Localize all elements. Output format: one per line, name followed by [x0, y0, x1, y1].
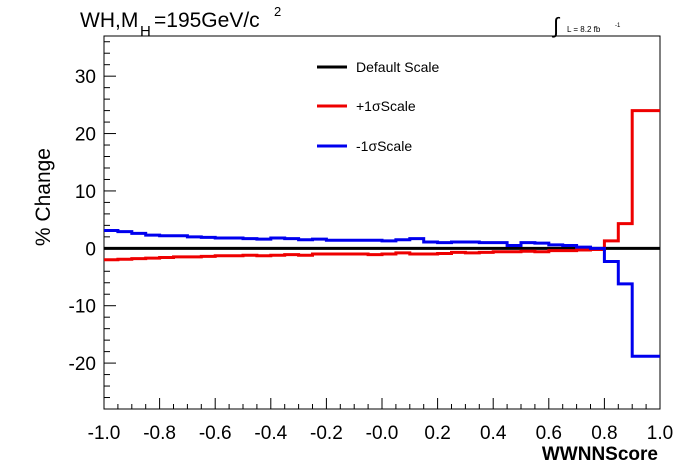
- series-layer: [104, 109, 660, 358]
- y-axis-title: % Change: [32, 148, 55, 246]
- x-tick-label: 0.2: [424, 423, 450, 444]
- x-tick-label: 1.0: [647, 423, 673, 444]
- x-tick-label: -1.0: [88, 423, 121, 444]
- title-value: =195GeV/c: [154, 9, 260, 32]
- series-line-1: [104, 109, 660, 262]
- x-tick-label: 0.8: [591, 423, 617, 444]
- plot-frame: [103, 35, 661, 410]
- series-line-2: [104, 229, 660, 358]
- y-tick-label: -10: [69, 297, 96, 318]
- x-axis: -1.0 -0.8 -0.6 -0.4 -0.2 -0.0 0.2 0.4 0.6 0.8 1.0: [88, 398, 673, 444]
- x-tick-label: 0.4: [480, 423, 507, 444]
- x-axis-title: WWNNScore: [542, 444, 658, 465]
- x-tick-label: -0.6: [199, 423, 232, 444]
- y-tick-label: 20: [75, 125, 96, 146]
- y-tick-label: 30: [75, 67, 96, 88]
- title-prefix: WH,M: [80, 9, 138, 32]
- title-subscript: H: [140, 23, 151, 40]
- title-superscript: 2: [274, 4, 281, 19]
- legend: Default Scale +1σScale -1σScale: [317, 59, 439, 154]
- x-tick-label: -0.0: [366, 423, 399, 444]
- x-tick-label: -0.8: [143, 423, 176, 444]
- x-tick-label: -0.2: [310, 423, 343, 444]
- y-tick-label: -20: [69, 354, 96, 375]
- y-axis: -20 -10 0 10 20 30: [69, 41, 116, 410]
- luminosity-label: ∫ L = 8.2 fb -1: [551, 13, 621, 38]
- legend-label-minus: -1σScale: [356, 138, 412, 154]
- legend-label-default: Default Scale: [356, 59, 439, 75]
- legend-label-plus: +1σScale: [356, 98, 416, 114]
- y-tick-label: 10: [75, 182, 96, 203]
- x-tick-label: -0.4: [254, 423, 287, 444]
- x-tick-label: 0.6: [536, 423, 562, 444]
- integral-symbol: ∫: [551, 13, 561, 38]
- chart-title: WH,M H =195GeV/c 2: [80, 4, 281, 40]
- luminosity-text: L = 8.2 fb: [567, 25, 601, 34]
- y-tick-label: 0: [85, 239, 96, 260]
- luminosity-superscript: -1: [615, 23, 621, 29]
